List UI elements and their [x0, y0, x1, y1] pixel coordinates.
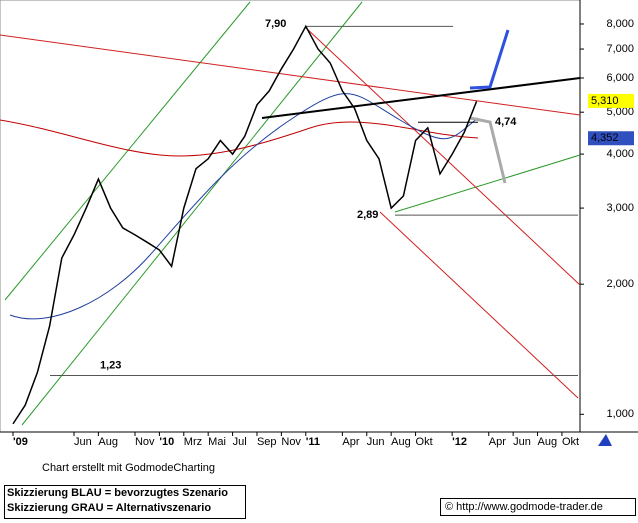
x-tick-label: Aug: [391, 436, 411, 448]
note: Skizzierung GRAU = Alternativszenario: [7, 502, 212, 514]
y-tick-label: 2,000: [606, 278, 634, 290]
x-tick-label: Nov: [135, 436, 155, 448]
level-label: 2,89: [357, 209, 378, 221]
nav-icon[interactable]: [598, 434, 612, 446]
x-tick-label: '09: [13, 436, 28, 448]
x-tick-label: Okt: [416, 436, 433, 448]
y-tick-label: 7,000: [606, 43, 634, 55]
price-label: 5,310: [591, 95, 619, 107]
x-tick-label: '11: [306, 436, 320, 448]
x-tick-label: Okt: [562, 436, 579, 448]
moving-average: [0, 119, 479, 157]
y-tick-label: 4,000: [606, 148, 634, 160]
x-tick-label: Jun: [74, 436, 92, 448]
y-tick-label: 3,000: [606, 202, 634, 214]
price-box: [588, 93, 634, 108]
x-tick-label: Nov: [281, 436, 301, 448]
resistance-line: [261, 77, 581, 119]
plot-frame: [0, 0, 581, 433]
url-box: © http://www.godmode-trader.de: [440, 498, 636, 516]
x-tick-label: Mrz: [184, 436, 202, 448]
x-tick-label: Apr: [342, 436, 359, 448]
trend-line: [0, 34, 581, 116]
level-label: 1,23: [100, 359, 121, 371]
x-tick-label: '12: [452, 436, 467, 448]
x-tick-label: Sep: [257, 436, 277, 448]
y-tick-label: 1,000: [606, 408, 634, 420]
scenario-arrow: [469, 116, 507, 184]
channel-line: [21, 1, 363, 426]
price-line: [12, 24, 478, 425]
x-tick-label: Aug: [538, 436, 558, 448]
x-tick-label: Aug: [98, 436, 118, 448]
level-label: 7,90: [265, 18, 286, 30]
level-label: 4,74: [495, 116, 517, 128]
support-line: [394, 154, 581, 213]
price-label: 4,352: [591, 132, 619, 144]
credit: Chart erstellt mit GodmodeCharting: [42, 462, 216, 474]
x-tick-label: Jul: [233, 436, 247, 448]
x-tick-label: Mai: [208, 436, 226, 448]
channel-line: [304, 26, 581, 286]
scenario-arrow: [469, 29, 510, 90]
price-box: [588, 131, 634, 146]
y-tick-label: 8,000: [606, 18, 634, 30]
channel-line: [379, 211, 579, 399]
channel-line: [4, 1, 251, 301]
x-tick-label: Jun: [367, 436, 385, 448]
x-tick-label: Apr: [489, 436, 506, 448]
chart: 1,000 2,000 3,000 4,000 5,000 6,000 7,000 8,000…: [0, 0, 638, 448]
y-tick-label: 6,000: [606, 72, 634, 84]
note-box: Skizzierung BLAU = bevorzugtes Szenario …: [4, 485, 246, 519]
y-tick-label: 5,000: [606, 106, 634, 118]
x-tick-label: Jun: [513, 436, 531, 448]
x-tick-label: '10: [159, 436, 174, 448]
note: Skizzierung BLAU = bevorzugtes Szenario: [7, 487, 228, 499]
